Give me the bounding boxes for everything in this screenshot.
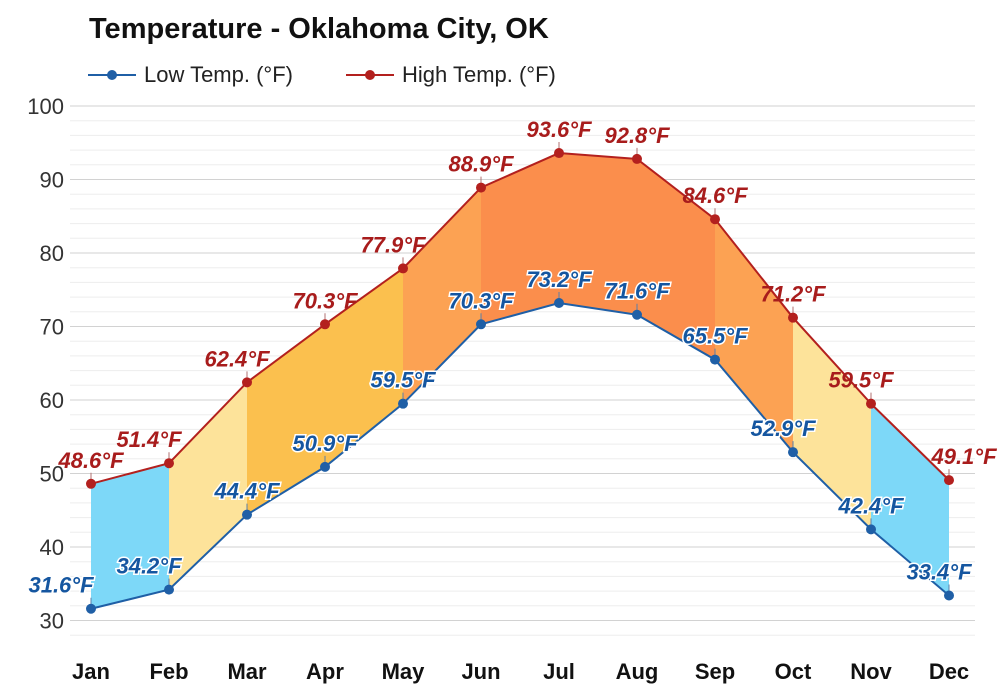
low-temp-label: 59.5°F bbox=[370, 368, 436, 393]
x-tick-label: Oct bbox=[775, 659, 812, 684]
high-temp-label: 51.4°F bbox=[116, 427, 182, 452]
high-temp-label: 92.8°F bbox=[604, 123, 670, 148]
x-tick-label: Jul bbox=[543, 659, 575, 684]
range-band bbox=[403, 187, 481, 404]
low-temp-point bbox=[944, 590, 954, 601]
high-temp-label: 62.4°F bbox=[204, 346, 270, 371]
high-temp-point bbox=[788, 312, 798, 323]
x-tick-label: Nov bbox=[850, 659, 892, 684]
y-tick-label: 100 bbox=[27, 94, 64, 119]
low-temp-label: 73.2°F bbox=[526, 267, 592, 292]
legend-high-label: High Temp. (°F) bbox=[402, 62, 556, 87]
x-tick-label: Dec bbox=[929, 659, 969, 684]
high-temp-label: 70.3°F bbox=[292, 288, 358, 313]
y-tick-label: 70 bbox=[40, 315, 64, 340]
low-temp-label: 33.4°F bbox=[906, 560, 972, 585]
range-band bbox=[247, 324, 325, 515]
x-tick-label: Jan bbox=[72, 659, 110, 684]
high-temp-line bbox=[90, 152, 950, 485]
low-temp-point bbox=[788, 447, 798, 458]
x-tick-label: Jun bbox=[461, 659, 500, 684]
low-temp-label: 65.5°F bbox=[682, 324, 748, 349]
legend-item-low: Low Temp. (°F) bbox=[86, 61, 293, 89]
range-band bbox=[715, 219, 793, 453]
high-temp-point bbox=[944, 475, 954, 486]
x-tick-label: Apr bbox=[306, 659, 344, 684]
x-tick-label: May bbox=[382, 659, 426, 684]
low-temp-label: 50.9°F bbox=[292, 431, 358, 456]
y-tick-label: 90 bbox=[40, 168, 64, 193]
high-temp-label: 88.9°F bbox=[448, 152, 514, 177]
range-band bbox=[169, 382, 247, 590]
range-band bbox=[325, 268, 403, 467]
high-temp-point bbox=[242, 377, 252, 388]
high-temp-point bbox=[866, 398, 876, 409]
x-tick-label: Mar bbox=[227, 659, 267, 684]
y-tick-label: 50 bbox=[40, 462, 64, 487]
high-temp-point bbox=[320, 319, 330, 330]
chart-title: Temperature - Oklahoma City, OK bbox=[89, 13, 549, 45]
range-band bbox=[481, 153, 559, 325]
low-temp-point bbox=[554, 297, 564, 308]
high-temp-point bbox=[164, 458, 174, 469]
low-temp-label: 34.2°F bbox=[116, 554, 182, 579]
range-band bbox=[637, 158, 715, 360]
low-temp-point bbox=[86, 603, 96, 614]
high-temp-label: 84.6°F bbox=[682, 183, 748, 208]
high-temp-label: 49.1°F bbox=[930, 444, 997, 469]
low-temp-point bbox=[320, 461, 330, 472]
low-temp-label: 70.3°F bbox=[448, 288, 514, 313]
low-temp-label: 71.6°F bbox=[604, 279, 670, 304]
high-temp-point bbox=[554, 148, 564, 159]
high-temp-point bbox=[86, 478, 96, 489]
y-tick-label: 60 bbox=[40, 388, 64, 413]
low-temp-point bbox=[476, 319, 486, 330]
high-temp-label: 71.2°F bbox=[760, 282, 826, 307]
y-tick-label: 30 bbox=[40, 609, 64, 634]
low-temp-line bbox=[90, 301, 950, 610]
low-temp-point bbox=[398, 398, 408, 409]
x-tick-label: Feb bbox=[149, 659, 188, 684]
high-temp-point bbox=[476, 182, 486, 193]
legend-high-swatch-icon bbox=[346, 70, 394, 80]
low-temp-point bbox=[710, 354, 720, 365]
x-tick-label: Aug bbox=[616, 659, 659, 684]
legend-low-swatch-icon bbox=[88, 70, 136, 80]
y-tick-label: 80 bbox=[40, 241, 64, 266]
low-temp-point bbox=[632, 309, 642, 320]
range-band bbox=[91, 463, 169, 609]
low-temp-point bbox=[866, 524, 876, 535]
legend-item-high: High Temp. (°F) bbox=[344, 61, 556, 89]
range-band bbox=[559, 153, 637, 315]
legend-low-label: Low Temp. (°F) bbox=[144, 62, 293, 87]
high-temp-label: 77.9°F bbox=[360, 232, 426, 257]
low-temp-point bbox=[164, 584, 174, 595]
low-temp-point bbox=[242, 509, 252, 520]
high-temp-point bbox=[398, 263, 408, 274]
high-temp-label: 48.6°F bbox=[57, 448, 124, 473]
range-band bbox=[793, 317, 871, 530]
range-band bbox=[871, 403, 949, 596]
high-temp-label: 93.6°F bbox=[526, 117, 592, 142]
low-temp-label: 44.4°F bbox=[213, 479, 280, 504]
x-tick-label: Sep bbox=[695, 659, 735, 684]
high-temp-point bbox=[632, 153, 642, 164]
low-temp-label: 31.6°F bbox=[28, 573, 94, 598]
low-temp-label: 52.9°F bbox=[750, 416, 816, 441]
y-tick-label: 40 bbox=[40, 535, 64, 560]
low-temp-label: 42.4°F bbox=[837, 493, 904, 518]
high-temp-point bbox=[710, 214, 720, 225]
high-temp-label: 59.5°F bbox=[828, 368, 894, 393]
